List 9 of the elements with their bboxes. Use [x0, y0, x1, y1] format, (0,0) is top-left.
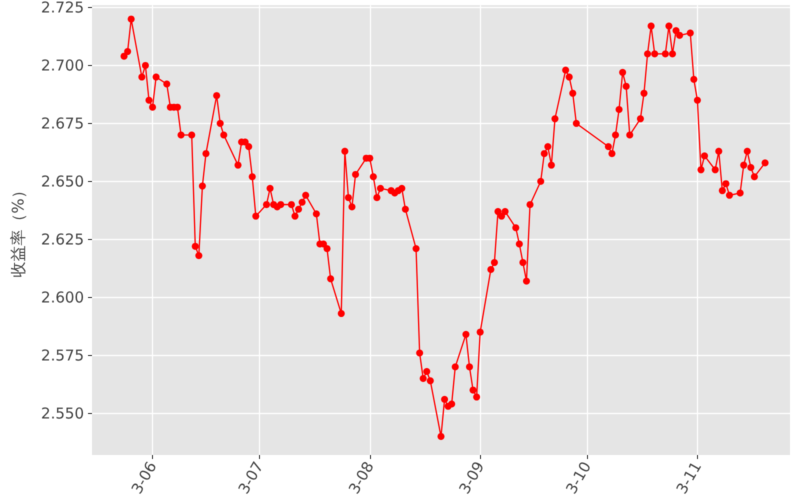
y-tick-label: 2.675	[41, 114, 84, 132]
y-tick-label: 2.575	[41, 346, 84, 364]
y-axis-title: 收益率（%）	[8, 182, 28, 278]
y-tick-label: 2.550	[41, 404, 84, 422]
y-tick-label: 2.600	[41, 288, 84, 306]
y-tick-label: 2.625	[41, 230, 84, 248]
y-tick-label: 2.650	[41, 172, 84, 190]
y-tick-label: 2.725	[41, 0, 84, 16]
y-tick-label: 2.700	[41, 56, 84, 74]
